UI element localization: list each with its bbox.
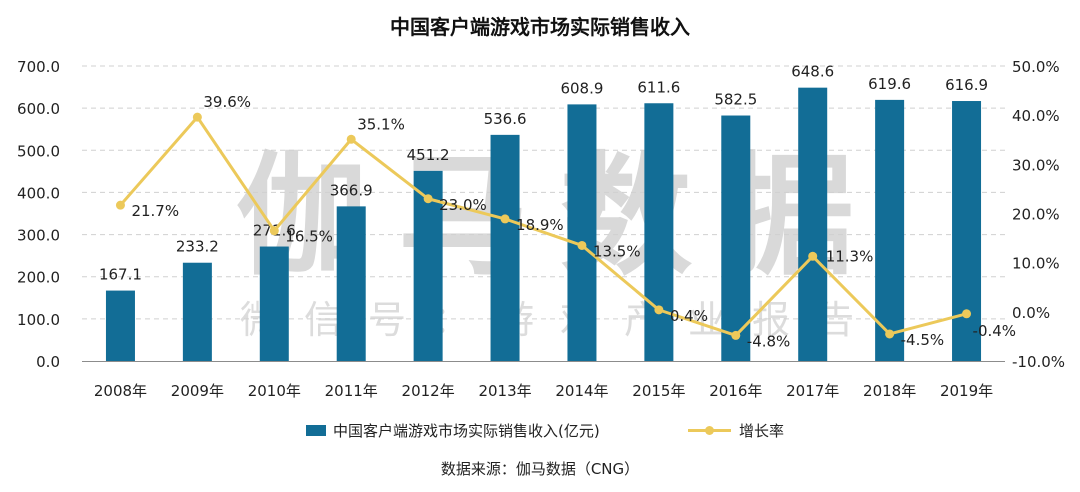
- y-right-tick-label: 10.0%: [1012, 255, 1060, 273]
- y-axis-right: -10.0% 0.0% 10.0% 20.0% 30.0% 40.0% 50.0%: [1012, 58, 1065, 371]
- y-left-tick-label: 300.0: [17, 227, 60, 245]
- bar-value-label: 619.6: [868, 75, 911, 93]
- line-series: [115, 112, 972, 340]
- line-value-label: 18.9%: [516, 216, 564, 234]
- chart-title: 中国客户端游戏市场实际销售收入: [390, 15, 690, 39]
- y-axis-left: 0.0 100.0 200.0 300.0 400.0 500.0 600.0 700.0: [17, 58, 60, 371]
- bar-value-label: 536.6: [484, 110, 527, 128]
- bar-value-label: 608.9: [560, 79, 603, 97]
- bar: [259, 246, 289, 361]
- bar-data-labels: 167.1233.2271.6366.9451.2536.6608.9611.6…: [99, 63, 988, 284]
- bar: [182, 262, 212, 361]
- line-value-label: 11.3%: [826, 247, 874, 265]
- x-tick-label: 2013年: [478, 382, 531, 400]
- bar-value-label: 233.2: [176, 238, 219, 256]
- x-tick-label: 2017年: [786, 382, 839, 400]
- line-value-label: 0.4%: [670, 307, 708, 325]
- gridlines: [82, 65, 1005, 320]
- legend-bar-swatch: [306, 425, 326, 436]
- line-point: [423, 194, 433, 204]
- x-tick-label: 2015年: [632, 382, 685, 400]
- x-tick-label: 2016年: [709, 382, 762, 400]
- x-tick-label: 2009年: [171, 382, 224, 400]
- bar-value-label: 167.1: [99, 266, 142, 284]
- line-point: [269, 226, 279, 236]
- legend-line-marker: [705, 426, 714, 435]
- bar: [875, 99, 905, 361]
- line-point: [654, 305, 664, 315]
- bar-value-label: 648.6: [791, 63, 834, 81]
- bar: [644, 103, 674, 362]
- legend-bar-label: 中国客户端游戏市场实际销售收入(亿元): [333, 422, 600, 440]
- bar-value-label: 582.5: [714, 91, 757, 109]
- bar-value-label: 451.2: [407, 146, 450, 164]
- line-value-label: -4.5%: [901, 331, 945, 349]
- y-left-tick-label: 0.0: [36, 353, 60, 371]
- x-tick-label: 2012年: [402, 382, 455, 400]
- line-point: [885, 329, 895, 339]
- bar: [336, 206, 366, 361]
- bar-value-label: 616.9: [945, 76, 988, 94]
- y-left-tick-label: 400.0: [17, 184, 60, 202]
- y-right-tick-label: 30.0%: [1012, 156, 1060, 174]
- y-left-tick-label: 100.0: [17, 311, 60, 329]
- line-point: [346, 134, 356, 144]
- x-axis: 2008年 2009年 2010年 2011年 2012年 2013年 2014年 2015年…: [82, 361, 1005, 400]
- bar: [567, 104, 597, 361]
- line-point: [962, 309, 972, 319]
- x-tick-label: 2011年: [325, 382, 378, 400]
- line-point: [731, 330, 741, 340]
- line-value-label: 16.5%: [285, 228, 333, 246]
- line-point: [115, 200, 125, 210]
- y-right-tick-label: 40.0%: [1012, 107, 1060, 125]
- x-tick-label: 2014年: [555, 382, 608, 400]
- y-left-tick-label: 500.0: [17, 142, 60, 160]
- line-value-label: -0.4%: [973, 322, 1017, 340]
- bar-value-label: 366.9: [330, 181, 373, 199]
- line-value-label: 23.0%: [439, 196, 487, 214]
- source-note: 数据来源：伽马数据（CNG）: [441, 460, 639, 478]
- bar: [490, 134, 520, 361]
- line-point: [808, 251, 818, 261]
- bar: [798, 87, 828, 361]
- bar-value-label: 611.6: [637, 78, 680, 96]
- y-right-tick-label: 20.0%: [1012, 206, 1060, 224]
- y-right-tick-label: 0.0%: [1012, 304, 1050, 322]
- legend: 中国客户端游戏市场实际销售收入(亿元) 增长率: [306, 422, 784, 440]
- growth-rate-line: [119, 115, 967, 337]
- line-value-label: -4.8%: [747, 332, 791, 350]
- y-left-tick-label: 700.0: [17, 58, 60, 76]
- x-tick-label: 2018年: [863, 382, 916, 400]
- x-tick-label: 2019年: [940, 382, 993, 400]
- line-point: [192, 112, 202, 122]
- legend-line-label: 增长率: [739, 422, 784, 440]
- line-value-label: 35.1%: [357, 115, 405, 133]
- watermark: 伽马数据 微信号：游戏产业报告: [236, 140, 854, 342]
- x-tick-label: 2008年: [94, 382, 147, 400]
- line-data-labels: 21.7% 39.6% 16.5% 35.1% 23.0% 18.9% 13.5% 0.4% -…: [131, 93, 1016, 350]
- bar: [721, 115, 751, 362]
- y-left-tick-label: 600.0: [17, 100, 60, 118]
- bar: [105, 290, 135, 361]
- line-value-label: 39.6%: [203, 93, 251, 111]
- y-right-tick-label: 50.0%: [1012, 58, 1060, 76]
- line-point: [500, 214, 510, 224]
- y-left-tick-label: 200.0: [17, 269, 60, 287]
- line-point: [577, 240, 587, 250]
- line-value-label: 21.7%: [131, 202, 179, 220]
- line-value-label: 13.5%: [593, 242, 641, 260]
- y-right-tick-label: -10.0%: [1012, 353, 1065, 371]
- x-tick-label: 2010年: [248, 382, 301, 400]
